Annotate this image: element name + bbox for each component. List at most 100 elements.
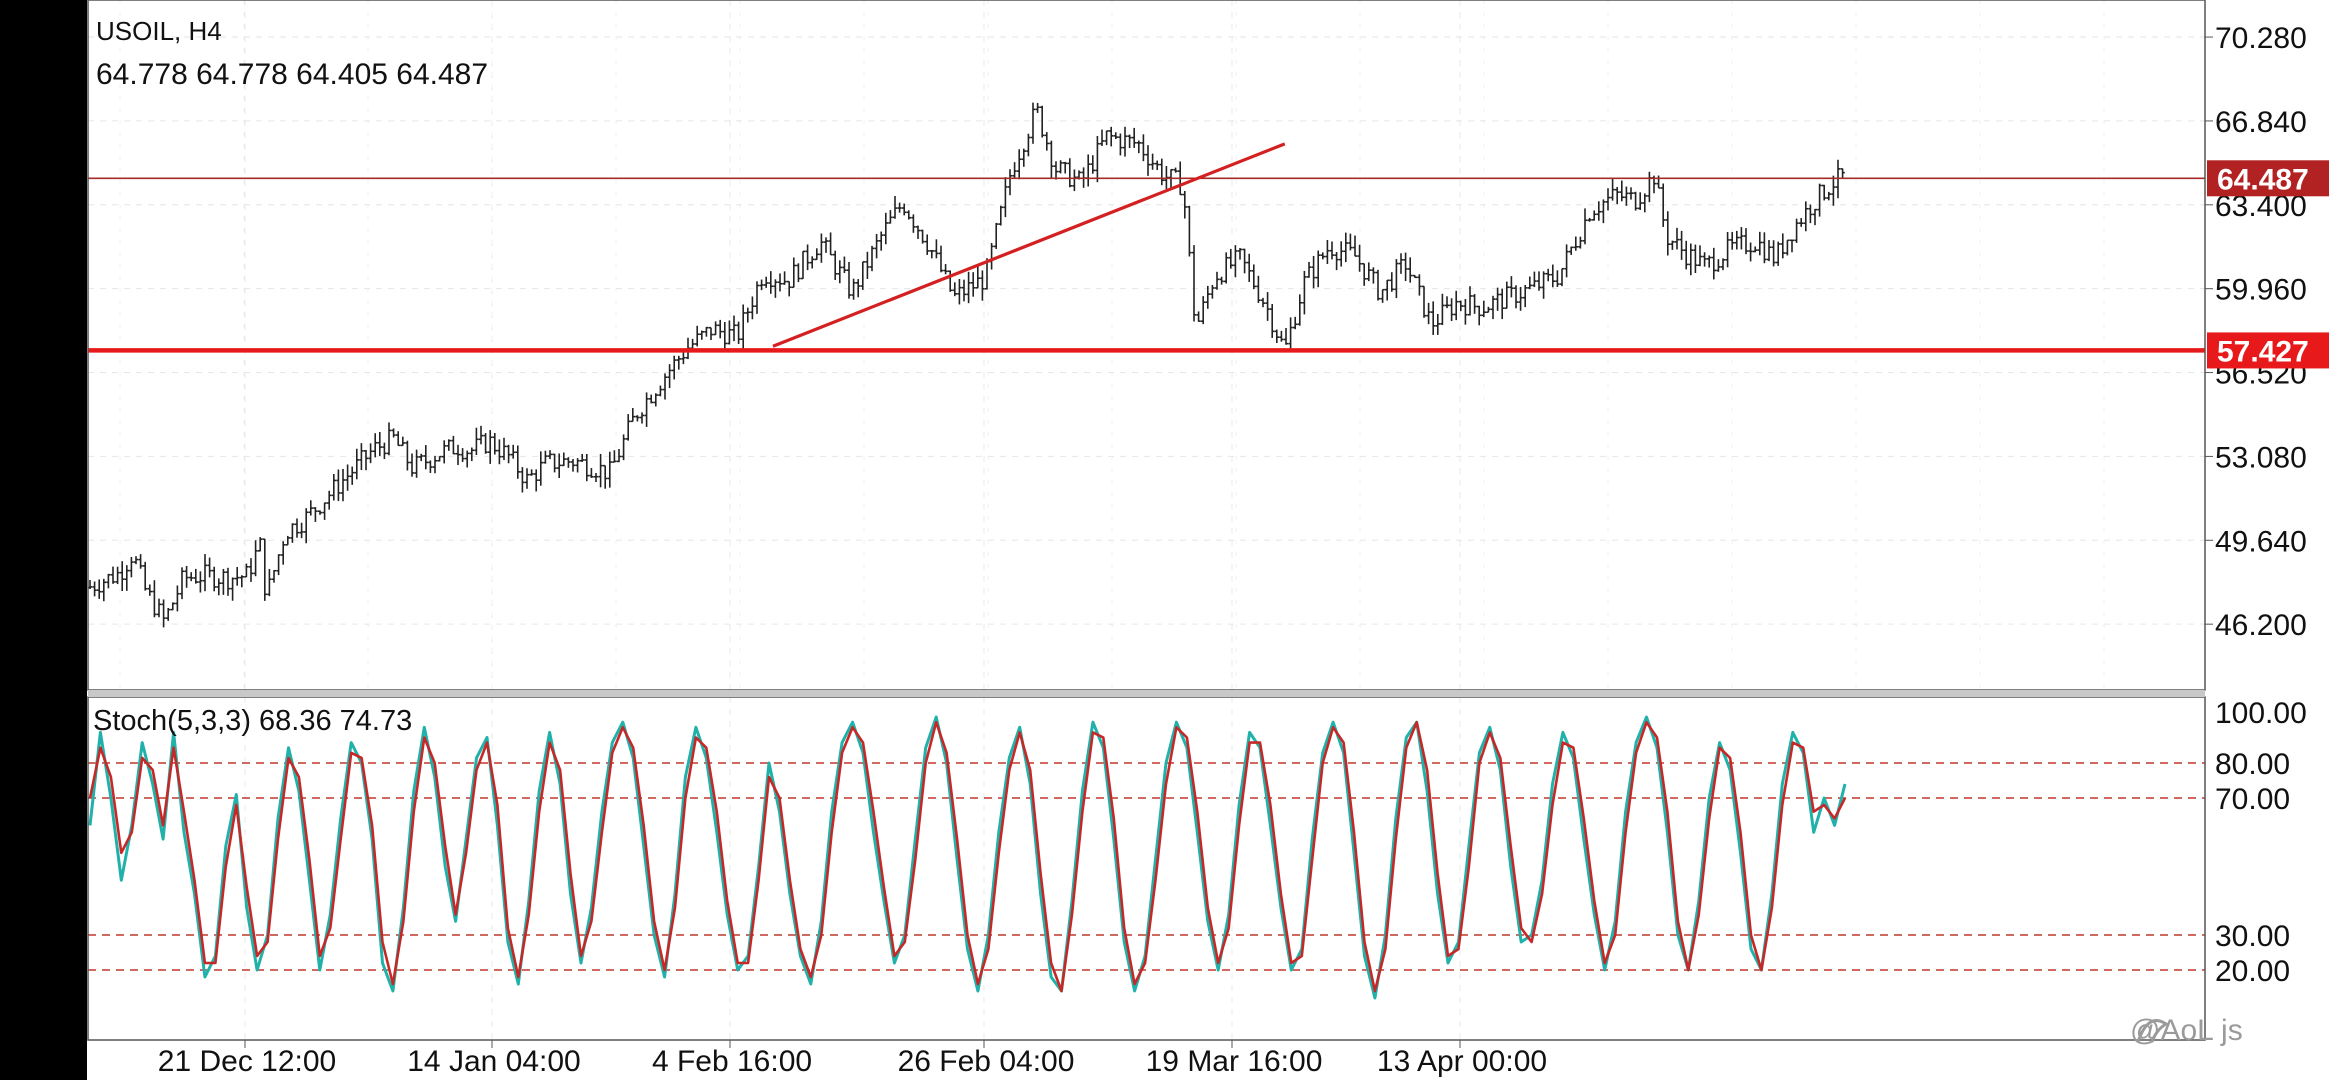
ohlc-bar: [1283, 327, 1289, 345]
ohlc-bar: [1582, 208, 1588, 245]
ohlc-bar: [1260, 297, 1266, 308]
ohlc-bar: [1799, 218, 1804, 227]
ohlc-bar: [911, 214, 916, 233]
ohlc-bar: [501, 437, 507, 461]
ohlc-bar: [340, 468, 346, 502]
ohlc-bar: [1067, 158, 1072, 188]
ohlc-bar: [754, 281, 760, 314]
ohlc-bar: [612, 450, 617, 463]
ohlc-bar: [170, 602, 175, 611]
ohlc-bar: [552, 453, 557, 473]
ohlc-bar: [1228, 248, 1233, 269]
ohlc-bar: [492, 432, 497, 455]
ohlc-bar: [124, 565, 129, 591]
ohlc-bar: [626, 414, 631, 441]
ohlc-bar: [400, 436, 405, 447]
ohlc-bar: [258, 537, 263, 552]
ohlc-bar: [1440, 293, 1445, 325]
ohlc-bar: [1132, 127, 1137, 148]
ohlc-bar: [469, 447, 474, 462]
ohlc-bar: [1546, 268, 1551, 282]
ohlc-bar: [1605, 188, 1611, 211]
ohlc-bar: [557, 453, 562, 479]
ohlc-bar: [1090, 155, 1095, 174]
ohlc-bar: [432, 455, 438, 474]
ohlc-bar: [1720, 258, 1726, 271]
ohlc-bar: [584, 453, 589, 482]
ohlc-bar: [511, 444, 516, 459]
ohlc-bar: [1201, 296, 1206, 325]
ohlc-bar: [768, 271, 773, 294]
ohlc-bar: [166, 607, 171, 621]
ohlc-bar: [1109, 126, 1114, 147]
ohlc-bar: [1743, 228, 1749, 255]
ohlc-bar: [718, 319, 723, 339]
ohlc-bar: [446, 439, 451, 451]
ohlc-bar: [1458, 300, 1463, 312]
ohlc-bar: [529, 469, 534, 476]
ohlc-bar: [290, 523, 295, 543]
ohlc-bar: [207, 557, 212, 578]
ohlc-bar: [1274, 329, 1279, 343]
ohlc-bar: [1518, 286, 1523, 311]
ohlc-bar: [1785, 239, 1790, 256]
ohlc-bar: [547, 450, 553, 460]
ohlc-bar: [883, 212, 888, 245]
ohlc-bar: [202, 554, 208, 592]
ohlc-bar: [483, 433, 488, 454]
current-price-badge: 64.487: [2207, 160, 2329, 197]
ohlc-bar: [943, 264, 948, 275]
ohlc-bar: [915, 225, 921, 239]
ohlc-bar: [1256, 275, 1261, 303]
ohlc-bar: [676, 355, 681, 370]
watermark-logo-shape: [2136, 1019, 2169, 1043]
ohlc-bar: [133, 556, 139, 565]
ohlc-bar: [1831, 175, 1836, 206]
ohlc-bar: [1352, 235, 1358, 257]
ohlc-bar: [649, 394, 654, 404]
ohlc-bar: [1739, 227, 1744, 250]
ohlc-bar: [262, 538, 267, 601]
ohlc-bar: [1748, 242, 1753, 262]
ohlc-bar: [1789, 239, 1795, 253]
ohlc-bar: [1293, 316, 1298, 330]
ohlc-bar: [1596, 201, 1601, 221]
ohlc-bar: [451, 435, 456, 455]
ohlc-bar: [304, 508, 309, 544]
ohlc-bar: [925, 234, 930, 255]
ohlc-bar: [1040, 105, 1045, 138]
ohlc-bar: [350, 466, 355, 485]
ohlc-bar: [892, 195, 898, 219]
ohlc-bar: [1306, 261, 1312, 278]
ohlc-bar: [1550, 264, 1555, 288]
ohlc-bar: [1454, 290, 1459, 321]
ohlc-bar: [1173, 167, 1178, 173]
ohlc-bar: [1435, 313, 1440, 335]
trendline[interactable]: [772, 142, 1286, 348]
stoch-signal-line: [88, 720, 1847, 993]
ohlc-bar: [497, 439, 502, 465]
ohlc-bar: [736, 321, 741, 344]
ohlc-bar: [570, 458, 576, 472]
ohlc-bar: [1210, 284, 1215, 299]
ohlc-bar: [115, 566, 120, 585]
ohlc-bar: [1099, 129, 1105, 146]
ohlc-bar: [727, 320, 732, 345]
ohlc-bar: [1592, 210, 1597, 221]
ohlc-bar: [1472, 294, 1477, 314]
ohlc-bar: [520, 467, 525, 493]
ohlc-bar: [1394, 259, 1399, 299]
ohlc-bar: [750, 296, 755, 320]
ohlc-bar: [1527, 276, 1532, 290]
ohlc-bar: [938, 245, 944, 273]
ohlc-bar: [616, 449, 622, 463]
price-tick-label: 70.280: [2215, 22, 2307, 55]
ohlc-bar: [1513, 285, 1519, 309]
ohlc-bar: [506, 444, 511, 464]
ohlc-bar: [465, 450, 470, 468]
ohlc-bar: [1095, 135, 1100, 183]
ohlc-bar: [957, 278, 962, 305]
ohlc-bar: [359, 443, 364, 471]
